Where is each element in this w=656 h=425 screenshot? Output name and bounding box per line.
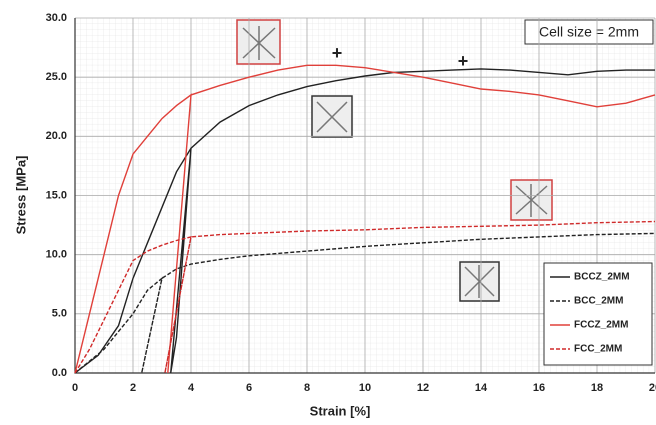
x-tick-label: 10 <box>359 382 371 394</box>
x-tick-label: 8 <box>304 382 310 394</box>
x-tick-label: 4 <box>188 382 195 394</box>
legend-label: BCCZ_2MM <box>574 272 630 283</box>
legend-label: FCC_2MM <box>574 344 622 355</box>
x-tick-label: 6 <box>246 382 252 394</box>
x-tick-label: 18 <box>591 382 603 394</box>
y-tick-label: 0.0 <box>52 367 67 379</box>
x-tick-label: 16 <box>533 382 545 394</box>
annotation: Cell size = 2mm <box>539 24 639 40</box>
y-tick-label: 10.0 <box>46 249 67 261</box>
annotation: + <box>458 51 469 71</box>
x-axis-label: Strain [%] <box>310 403 371 418</box>
chart: Strain [%] Stress [MPa] Cell size = 2mm … <box>0 0 656 425</box>
y-axis-label: Stress [MPa] <box>13 156 28 235</box>
x-tick-label: 12 <box>417 382 429 394</box>
x-tick-label: 14 <box>475 382 488 394</box>
legend-label: BCC_2MM <box>574 296 623 307</box>
annotation: + <box>332 43 343 63</box>
x-tick-label: 2 <box>130 382 136 394</box>
x-tick-label: 20 <box>649 382 656 394</box>
y-tick-label: 20.0 <box>46 130 67 142</box>
x-tick-label: 0 <box>72 382 78 394</box>
y-tick-label: 15.0 <box>46 189 67 201</box>
y-tick-label: 25.0 <box>46 71 67 83</box>
y-tick-label: 5.0 <box>52 308 67 320</box>
y-tick-label: 30.0 <box>46 12 67 24</box>
legend-label: FCCZ_2MM <box>574 320 628 331</box>
